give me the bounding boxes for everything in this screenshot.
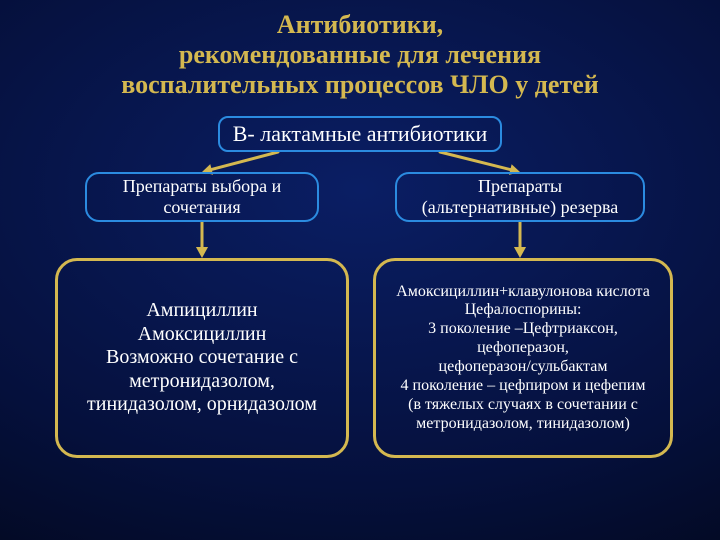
arrow-left-down-head	[196, 247, 208, 258]
node-left-label: Препараты выбора и сочетания	[97, 176, 307, 218]
node-choice-right: Препараты (альтернативные) резерва	[395, 172, 645, 222]
slide-title: Антибиотики,рекомендованные для леченияв…	[0, 10, 720, 100]
node-detail-right-label: Амоксициллин+клавулонова кислота Цефалос…	[386, 283, 660, 434]
node-root-label: В- лактамные антибиотики	[230, 121, 490, 147]
node-detail-left-label: Ампициллин Амоксициллин Возможно сочетан…	[68, 299, 336, 417]
node-root: В- лактамные антибиотики	[218, 116, 502, 152]
arrow-right-down-head	[514, 247, 526, 258]
arrow-root-to-left-shaft	[211, 152, 278, 170]
node-detail-right: Амоксициллин+клавулонова кислота Цефалос…	[373, 258, 673, 458]
arrow-root-to-right-shaft	[440, 152, 511, 170]
node-choice-left: Препараты выбора и сочетания	[85, 172, 319, 222]
node-right-label: Препараты (альтернативные) резерва	[407, 176, 633, 218]
node-detail-left: Ампициллин Амоксициллин Возможно сочетан…	[55, 258, 349, 458]
